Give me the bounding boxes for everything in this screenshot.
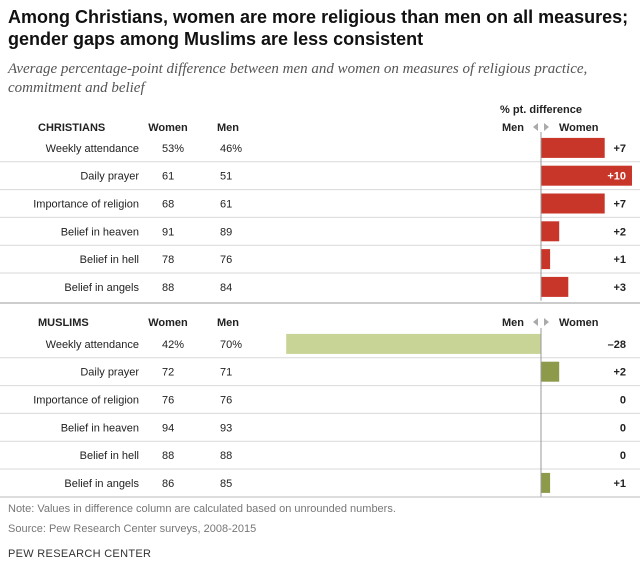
arrow-left-icon — [533, 123, 538, 131]
women-column-header: Women — [148, 122, 188, 134]
row-label: Weekly attendance — [46, 339, 139, 351]
difference-bar — [541, 137, 605, 158]
women-value: 94 — [162, 422, 174, 434]
men-value: 89 — [220, 226, 232, 238]
row-label: Belief in hell — [80, 450, 139, 462]
women-value: 86 — [162, 478, 174, 490]
diff-column-header: % pt. difference — [500, 104, 582, 116]
women-value: 61 — [162, 171, 174, 183]
men-value: 84 — [220, 282, 232, 294]
women-value: 88 — [162, 450, 174, 462]
difference-label: +7 — [613, 143, 626, 155]
arrow-right-icon — [544, 318, 549, 326]
women-column-header: Women — [148, 317, 188, 329]
women-value: 88 — [162, 282, 174, 294]
org-name: PEW RESEARCH CENTER — [8, 548, 152, 560]
row-label: Daily prayer — [80, 367, 139, 379]
women-value: 76 — [162, 395, 174, 407]
row-label: Importance of religion — [33, 199, 139, 211]
row-label: Weekly attendance — [46, 143, 139, 155]
men-value: 76 — [220, 254, 232, 266]
men-value: 61 — [220, 199, 232, 211]
difference-label: +1 — [613, 478, 626, 490]
direction-label-men: Men — [502, 317, 524, 329]
women-value: 72 — [162, 367, 174, 379]
row-label: Importance of religion — [33, 395, 139, 407]
men-value: 85 — [220, 478, 232, 490]
difference-label: 0 — [620, 395, 626, 407]
row-label: Belief in angels — [64, 282, 139, 294]
difference-label: +2 — [613, 226, 626, 238]
row-label: Belief in hell — [80, 254, 139, 266]
difference-bar — [541, 472, 551, 493]
row-label: Belief in heaven — [61, 226, 139, 238]
men-value: 93 — [220, 422, 232, 434]
chart-note: Note: Values in difference column are ca… — [8, 503, 396, 515]
difference-label: +1 — [613, 254, 626, 266]
men-column-header: Men — [217, 317, 239, 329]
title-line-1: Among Christians, women are more religio… — [8, 7, 629, 27]
direction-label-men: Men — [502, 122, 524, 134]
difference-label: +2 — [613, 367, 626, 379]
men-value: 51 — [220, 171, 232, 183]
row-label: Belief in angels — [64, 478, 139, 490]
difference-bar — [541, 276, 569, 297]
group-header: CHRISTIANS — [38, 122, 105, 134]
chart-title: Among Christians, women are more religio… — [8, 6, 632, 50]
men-value: 71 — [220, 367, 232, 379]
difference-bar — [541, 221, 560, 242]
chart-subtitle: Average percentage-point difference betw… — [8, 60, 632, 98]
difference-label: +3 — [613, 282, 626, 294]
subtitle-line-2: commitment and belief — [8, 80, 145, 96]
difference-bar — [286, 333, 541, 354]
difference-bar — [541, 361, 560, 382]
women-value: 53% — [162, 143, 184, 155]
men-column-header: Men — [217, 122, 239, 134]
women-value: 78 — [162, 254, 174, 266]
difference-label: 0 — [620, 422, 626, 434]
difference-label: +7 — [613, 199, 626, 211]
subtitle-line-1: Average percentage-point difference betw… — [8, 61, 588, 77]
women-value: 91 — [162, 226, 174, 238]
row-label: Daily prayer — [80, 171, 139, 183]
chart-source: Source: Pew Research Center surveys, 200… — [8, 523, 257, 535]
row-label: Belief in heaven — [61, 422, 139, 434]
men-value: 88 — [220, 450, 232, 462]
difference-label: –28 — [608, 339, 626, 351]
title-line-2: gender gaps among Muslims are less consi… — [8, 29, 424, 49]
men-value: 76 — [220, 395, 232, 407]
women-value: 68 — [162, 199, 174, 211]
men-value: 70% — [220, 339, 242, 351]
men-value: 46% — [220, 143, 242, 155]
arrow-left-icon — [533, 318, 538, 326]
difference-label: +10 — [607, 171, 626, 183]
arrow-right-icon — [544, 123, 549, 131]
direction-label-women: Women — [559, 317, 599, 329]
group-header: MUSLIMS — [38, 317, 89, 329]
difference-bar — [541, 165, 632, 186]
women-value: 42% — [162, 339, 184, 351]
difference-bar — [541, 193, 605, 214]
difference-bar — [541, 249, 551, 270]
difference-label: 0 — [620, 450, 626, 462]
direction-label-women: Women — [559, 122, 599, 134]
